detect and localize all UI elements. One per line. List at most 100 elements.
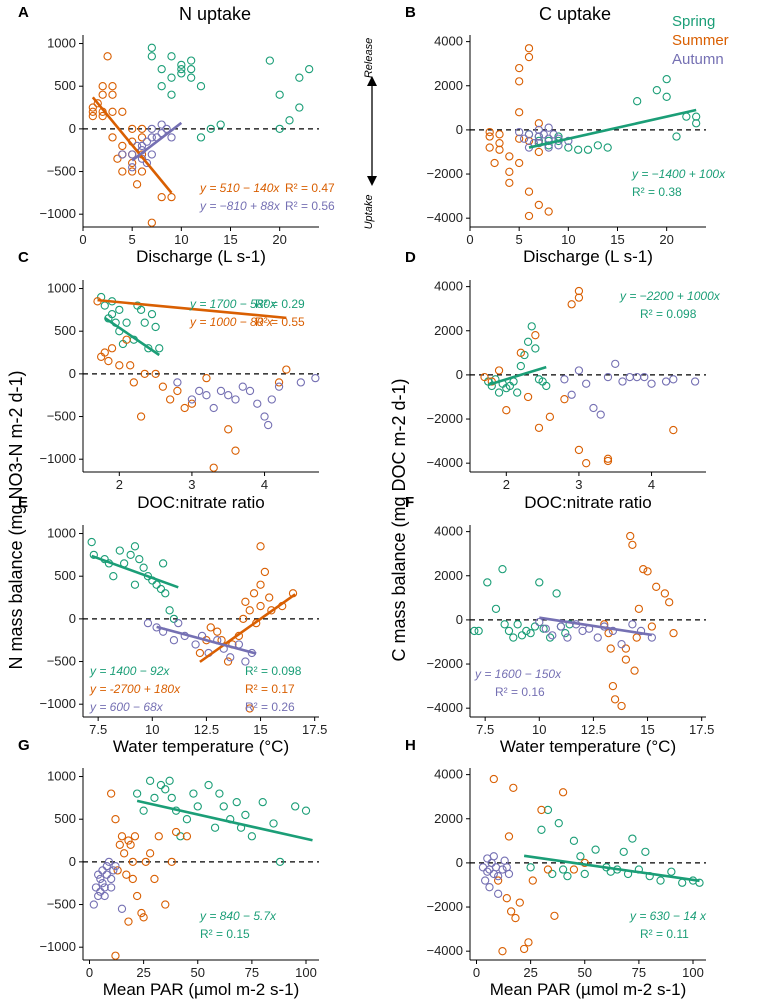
x-tick-label: 20 bbox=[272, 232, 286, 247]
x-tick-label: 75 bbox=[632, 965, 646, 980]
data-point bbox=[621, 644, 631, 653]
ylabel-left: N mass balance (mg NO3-N m-2 d-1) bbox=[6, 370, 26, 669]
series-spring bbox=[470, 564, 574, 642]
data-point bbox=[506, 907, 516, 916]
series-summer bbox=[88, 52, 176, 227]
x-tick-label: 5 bbox=[516, 232, 523, 247]
data-point bbox=[611, 359, 620, 369]
data-point bbox=[111, 815, 120, 824]
data-point bbox=[209, 403, 218, 413]
data-point bbox=[206, 623, 215, 632]
y-tick-label: −4000 bbox=[426, 943, 463, 958]
x-tick-label: 10 bbox=[174, 232, 188, 247]
x-axis-label: Water temperature (°C) bbox=[113, 737, 289, 756]
data-point bbox=[556, 622, 566, 631]
data-point bbox=[305, 64, 314, 74]
panel-label: E bbox=[18, 494, 28, 511]
data-point bbox=[534, 147, 543, 157]
x-tick-label: 15 bbox=[253, 722, 267, 737]
series-autumn bbox=[515, 123, 573, 152]
data-point bbox=[494, 366, 504, 375]
x-tick-label: 50 bbox=[578, 965, 592, 980]
data-point bbox=[128, 163, 137, 172]
data-point bbox=[94, 870, 103, 879]
data-point bbox=[89, 550, 98, 560]
data-point bbox=[216, 120, 225, 129]
data-point bbox=[118, 107, 127, 116]
data-point bbox=[130, 580, 140, 589]
series-summer bbox=[489, 774, 589, 956]
data-point bbox=[219, 802, 228, 811]
series-autumn bbox=[143, 618, 257, 666]
data-point bbox=[98, 879, 107, 888]
data-point bbox=[528, 876, 537, 885]
x-tick-label: 10 bbox=[145, 722, 159, 737]
data-point bbox=[640, 372, 649, 382]
data-point bbox=[106, 883, 116, 892]
data-point bbox=[617, 640, 626, 649]
data-point bbox=[505, 167, 514, 176]
data-point bbox=[513, 388, 522, 397]
data-point bbox=[515, 158, 524, 168]
data-point bbox=[548, 631, 557, 640]
data-point bbox=[567, 300, 576, 309]
series-spring bbox=[147, 43, 314, 142]
y-tick-label: 4000 bbox=[434, 279, 463, 294]
y-tick-label: 1000 bbox=[47, 526, 76, 541]
data-point bbox=[660, 589, 670, 598]
fit-line-spring bbox=[528, 108, 697, 149]
data-point bbox=[195, 648, 205, 658]
data-point bbox=[523, 337, 533, 346]
y-tick-label: −1000 bbox=[39, 206, 76, 221]
data-point bbox=[117, 904, 127, 913]
data-point bbox=[267, 606, 276, 615]
data-point bbox=[513, 620, 522, 629]
data-point bbox=[245, 704, 254, 713]
data-point bbox=[549, 130, 558, 139]
data-point bbox=[485, 883, 494, 892]
x-tick-label: 25 bbox=[136, 965, 150, 980]
fit-line-autumn bbox=[156, 625, 257, 655]
y-tick-label: 4000 bbox=[434, 34, 463, 49]
data-point bbox=[130, 542, 140, 551]
release-label: Release bbox=[363, 38, 375, 78]
data-point bbox=[526, 628, 535, 638]
data-point bbox=[88, 103, 97, 112]
fit-equation: y = -2700 + 180x bbox=[89, 682, 181, 696]
data-point bbox=[241, 657, 250, 666]
data-point bbox=[692, 119, 701, 128]
data-point bbox=[100, 301, 109, 310]
data-point bbox=[177, 64, 186, 74]
data-point bbox=[106, 789, 116, 798]
data-point bbox=[98, 82, 107, 91]
data-point bbox=[491, 604, 501, 614]
data-point bbox=[151, 369, 160, 379]
data-point bbox=[157, 192, 166, 202]
title-n-uptake: N uptake bbox=[179, 4, 251, 24]
y-tick-label: −2000 bbox=[426, 411, 463, 426]
x-tick-label: 5 bbox=[129, 232, 136, 247]
fit-equation: y = 600 − 68x bbox=[89, 700, 164, 714]
x-tick-label: 2 bbox=[116, 477, 123, 492]
data-point bbox=[524, 136, 534, 146]
data-point bbox=[511, 913, 520, 923]
data-point bbox=[157, 82, 166, 91]
data-point bbox=[618, 377, 627, 386]
data-point bbox=[154, 832, 163, 841]
data-point bbox=[641, 847, 650, 857]
data-point bbox=[126, 840, 135, 849]
data-point bbox=[265, 593, 274, 602]
data-point bbox=[113, 154, 122, 163]
panel-label: A bbox=[18, 4, 29, 21]
data-point bbox=[574, 145, 583, 154]
x-tick-label: 7.5 bbox=[89, 722, 107, 737]
y-tick-label: 2000 bbox=[434, 323, 463, 338]
data-point bbox=[143, 618, 153, 628]
data-point bbox=[111, 861, 120, 871]
data-point bbox=[500, 620, 509, 629]
y-tick-label: 2000 bbox=[434, 78, 463, 93]
data-point bbox=[96, 874, 105, 884]
data-point bbox=[162, 124, 171, 134]
data-point bbox=[295, 103, 304, 112]
data-point bbox=[502, 406, 511, 415]
